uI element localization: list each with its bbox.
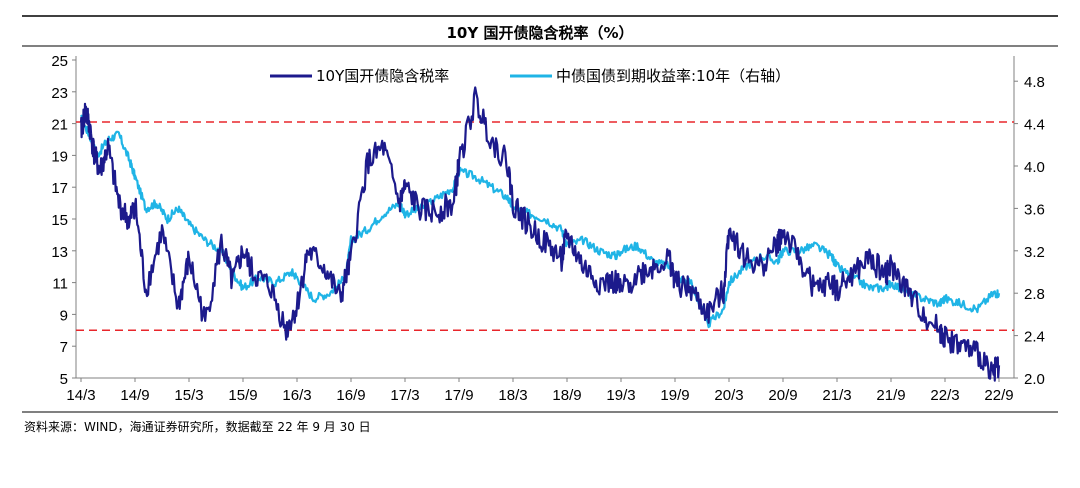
series-line-cgb-10y-yield (80, 114, 1001, 329)
right-tick-label: 4.4 (1024, 117, 1045, 134)
right-tick-label: 2.0 (1024, 371, 1045, 388)
x-tick-label: 14/3 (66, 387, 95, 404)
x-tick-label: 20/9 (768, 387, 797, 404)
left-tick-label: 25 (51, 53, 68, 70)
left-tick-label: 5 (60, 371, 68, 388)
left-tick-label: 11 (52, 276, 68, 293)
x-tick-label: 17/9 (444, 387, 473, 404)
series-line-implied-tax-rate (79, 86, 1001, 382)
x-tick-label: 22/9 (984, 387, 1013, 404)
source-note: 资料来源：WIND，海通证券研究所，数据截至 22 年 9 月 30 日 (24, 419, 371, 434)
left-tick-label: 15 (51, 212, 68, 229)
x-tick-label: 21/9 (876, 387, 905, 404)
right-tick-label: 3.6 (1024, 201, 1045, 218)
legend: 10Y国开债隐含税率 中债国债到期收益率:10年（右轴） (270, 67, 790, 85)
x-tick-label: 16/9 (336, 387, 365, 404)
x-tick-label: 19/9 (660, 387, 689, 404)
x-tick-label: 20/3 (714, 387, 743, 404)
plot-frame (75, 56, 1015, 379)
left-tick-label: 7 (60, 339, 68, 356)
x-tick-label: 21/3 (822, 387, 851, 404)
right-tick-label: 2.8 (1024, 286, 1045, 303)
x-tick-label: 15/3 (174, 387, 203, 404)
x-tick-label: 16/3 (282, 387, 311, 404)
chart-title: 10Y 国开债隐含税率（%） (447, 24, 634, 42)
right-tick-label: 3.2 (1024, 244, 1045, 261)
left-axis-ticks: 5 7 9 11 13 15 17 19 21 23 25 (51, 53, 76, 388)
x-tick-label: 18/9 (552, 387, 581, 404)
x-axis-ticks: 14/3 14/9 15/3 15/9 16/3 16/9 17/3 17/9 18/3 18/9… (66, 378, 1014, 404)
left-tick-label: 17 (51, 180, 68, 197)
right-tick-label: 2.4 (1024, 329, 1045, 346)
left-tick-label: 13 (51, 244, 68, 261)
left-tick-label: 23 (51, 85, 68, 102)
x-tick-label: 17/3 (390, 387, 419, 404)
x-tick-label: 19/3 (606, 387, 635, 404)
right-axis-ticks: 2.0 2.4 2.8 3.2 3.6 4.0 4.4 4.8 (1014, 74, 1045, 388)
series-layer (79, 86, 1001, 382)
left-tick-label: 9 (60, 307, 68, 324)
reference-lines (76, 121, 1014, 332)
right-tick-label: 4.8 (1024, 74, 1045, 91)
right-tick-label: 4.0 (1024, 159, 1045, 176)
x-tick-label: 15/9 (228, 387, 257, 404)
legend-label-series2: 中债国债到期收益率:10年（右轴） (556, 67, 790, 85)
x-tick-label: 14/9 (120, 387, 149, 404)
legend-label-series1: 10Y国开债隐含税率 (316, 67, 449, 85)
left-tick-label: 21 (51, 117, 68, 134)
x-tick-label: 18/3 (498, 387, 527, 404)
left-tick-label: 19 (51, 148, 68, 165)
x-tick-label: 22/3 (930, 387, 959, 404)
